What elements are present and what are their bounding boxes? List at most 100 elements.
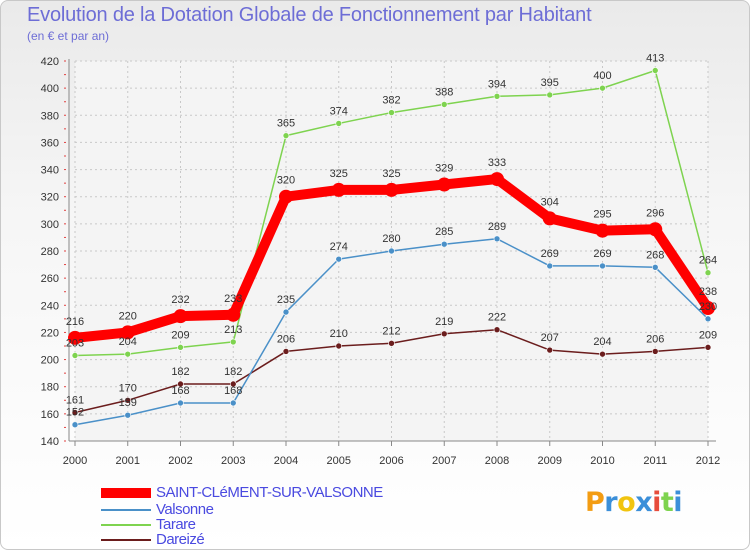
data-point-0 [701,301,715,315]
legend-item-valsonne: Valsonne [101,501,421,518]
logo-letter: i [652,487,661,518]
data-label: 295 [593,209,611,221]
data-point-0 [490,172,504,187]
x-tick-label: 2006 [379,455,403,467]
x-tick-label: 2010 [590,455,614,467]
data-label: 204 [119,336,137,348]
data-label: 395 [541,77,559,89]
y-tick-label: 300 [41,219,59,231]
data-point-2 [599,84,606,92]
y-tick-label: 140 [41,436,59,448]
data-point-1 [124,411,132,419]
data-label: 264 [699,255,717,267]
data-label: 269 [593,248,611,260]
legend-swatch-dareize [101,539,151,541]
data-point-0 [331,182,346,197]
logo-letter: o [617,487,636,518]
data-point-1 [335,255,343,263]
y-tick-label: 420 [41,56,59,68]
data-point-0 [437,177,452,192]
legend-label-dareize: Dareizé [156,531,205,548]
x-tick-label: 2008 [485,455,509,467]
y-tick-label: 260 [41,273,59,285]
data-point-2 [651,67,659,74]
legend-label-tarare: Tarare [156,516,196,533]
x-tick-label: 2000 [63,455,87,467]
x-tick-label: 2009 [538,455,562,467]
data-label: 152 [66,407,84,419]
data-point-1 [229,399,237,407]
data-label: 168 [224,385,242,397]
data-label: 304 [541,196,559,208]
logo-letter: t [660,487,674,518]
data-point-1 [440,240,448,248]
y-tick-label: 400 [41,83,59,95]
data-point-2 [493,92,501,100]
data-point-3 [546,346,554,354]
data-label: 394 [488,78,506,90]
y-tick-label: 320 [41,192,59,204]
data-point-3 [388,339,395,347]
data-label: 182 [171,366,189,378]
logo-letter: P [585,487,605,518]
legend-swatch-tarare [101,524,151,526]
data-point-0 [279,189,293,204]
y-tick-label: 180 [41,382,59,394]
data-point-3 [335,342,343,350]
data-label: 170 [119,382,137,394]
data-label: 296 [646,207,664,219]
data-label: 232 [171,294,189,306]
data-point-1 [177,399,184,407]
data-label: 204 [593,336,611,348]
data-label: 233 [224,293,242,305]
x-tick-label: 2005 [327,455,351,467]
data-point-0 [68,330,82,345]
data-label: 238 [699,286,717,298]
data-point-3 [282,348,290,355]
x-tick-label: 2004 [274,455,298,467]
data-label: 230 [699,301,717,313]
legend-item-saint-clement: SAINT-CLéMENT-SUR-VALSONNE [101,484,421,501]
data-point-2 [335,120,343,127]
data-point-1 [546,262,554,270]
data-label: 365 [277,118,295,130]
y-tick-label: 360 [41,137,59,149]
y-tick-label: 280 [41,246,59,258]
data-label: 206 [277,333,295,345]
y-tick-label: 200 [41,355,59,367]
data-point-1 [651,263,659,271]
data-point-3 [71,409,79,416]
y-tick-label: 340 [41,165,59,177]
data-point-0 [648,222,663,237]
data-label: 235 [277,294,295,306]
legend-swatch-saint-clement [101,488,151,498]
data-label: 285 [435,226,453,238]
data-point-2 [71,352,79,359]
data-label: 159 [119,397,137,409]
logo-letter: i [673,487,683,518]
data-point-3 [599,350,606,358]
data-label: 329 [435,163,453,175]
data-label: 212 [382,325,400,337]
data-point-0 [384,182,399,197]
data-point-3 [493,326,501,334]
y-tick-label: 220 [41,327,59,339]
x-tick-label: 2007 [432,455,456,467]
data-label: 268 [646,249,664,261]
logo-letter: r [604,487,618,518]
data-point-0 [542,211,557,226]
data-point-3 [440,330,448,338]
data-point-1 [388,247,395,255]
data-point-2 [124,350,132,358]
data-label: 213 [224,324,242,336]
data-point-0 [595,223,610,238]
data-label: 216 [66,316,84,328]
logo-letter: x [635,487,653,518]
data-point-1 [282,308,290,316]
data-point-1 [599,262,606,270]
legend-item-dareize: Dareizé [101,531,421,548]
legend-label-valsonne: Valsonne [156,501,214,518]
x-tick-label: 2003 [221,455,245,467]
data-point-2 [229,338,237,346]
